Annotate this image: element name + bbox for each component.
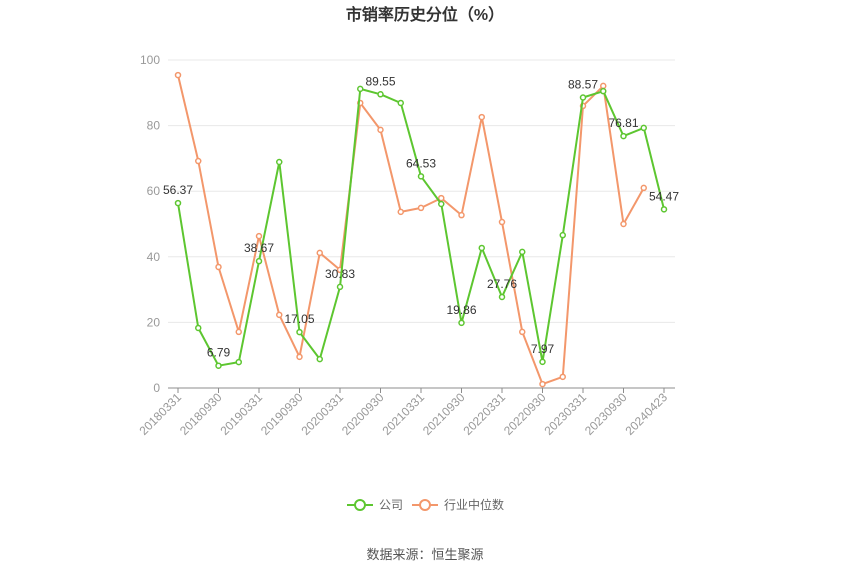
x-tick-label: 20180930 (177, 390, 225, 438)
data-point-industry-median (195, 157, 202, 165)
data-point-company (417, 173, 425, 180)
data-point-industry-median (316, 249, 323, 257)
data-point-company (458, 319, 465, 327)
x-tick-label: 20220331 (460, 390, 508, 438)
data-label: 54.47 (649, 189, 679, 203)
data-point-industry-median (478, 113, 485, 121)
data-point-company (660, 206, 668, 213)
data-label: 6.79 (207, 346, 231, 360)
data-point-company (640, 124, 647, 132)
data-point-industry-median (377, 126, 384, 134)
source-note: 数据来源：恒生聚源 (366, 547, 483, 562)
grid-lines (168, 59, 675, 323)
x-tick-label: 20190930 (258, 390, 306, 438)
x-tick-label: 20210331 (379, 390, 427, 438)
x-tick-label: 20200331 (298, 390, 346, 438)
data-point-industry-median (397, 208, 404, 216)
legend-item-company[interactable]: 公司 (347, 498, 403, 512)
data-point-company (276, 158, 283, 166)
data-point-company (600, 87, 607, 95)
y-tick-label: 20 (147, 315, 161, 329)
x-tick-label: 20220930 (501, 390, 549, 438)
data-point-industry-median (620, 220, 627, 228)
data-label: 27.76 (487, 277, 517, 291)
data-point-company (438, 200, 445, 208)
data-point-company (296, 328, 303, 336)
data-point-company (579, 94, 587, 101)
data-point-company (539, 358, 546, 366)
series-lines (174, 71, 668, 388)
y-tick-label: 60 (147, 184, 161, 198)
data-point-industry-median (255, 232, 263, 240)
data-point-company (215, 362, 222, 369)
data-point-industry-median (519, 328, 526, 336)
data-point-company (620, 132, 627, 140)
x-tick-label: 20190331 (217, 390, 265, 438)
series-line-industry-median (177, 74, 645, 386)
x-tick-label: 20240423 (622, 390, 670, 438)
data-point-company (478, 244, 485, 252)
legend-item-industry-median[interactable]: 行业中位数 (412, 497, 504, 512)
legend-swatch-marker (419, 499, 431, 511)
data-label: 64.53 (406, 156, 436, 170)
y-axis: 0 20 40 60 80 100 (140, 53, 160, 395)
legend-label-company: 公司 (379, 498, 403, 512)
data-label: 30.83 (325, 267, 355, 281)
data-label: 38.67 (244, 241, 274, 255)
data-label: 7.97 (531, 342, 555, 356)
x-tick-label: 20230930 (582, 390, 630, 438)
x-axis: 2018033120180930201903312019093020200331… (136, 387, 675, 438)
data-label: 17.05 (284, 312, 314, 326)
chart-title: 市销率历史分位（%） (346, 5, 504, 24)
data-point-industry-median (640, 184, 647, 192)
x-tick-label: 20200930 (339, 390, 387, 438)
data-label: 56.37 (163, 183, 193, 197)
data-point-industry-median (458, 211, 465, 219)
data-point-company (498, 293, 506, 301)
data-label: 89.55 (365, 74, 395, 88)
y-tick-label: 100 (140, 53, 160, 67)
data-point-industry-median (498, 218, 506, 226)
data-labels: 56.37 6.79 38.67 17.05 30.83 89.55 64.53 19.86 2… (163, 74, 679, 359)
data-point-industry-median (276, 311, 283, 319)
x-tick-label: 20230331 (541, 390, 589, 438)
y-tick-label: 80 (147, 119, 161, 133)
data-point-company (235, 358, 242, 366)
data-point-industry-median (559, 373, 566, 381)
data-point-company (195, 324, 202, 332)
data-point-industry-median (215, 263, 222, 271)
data-point-company (255, 257, 263, 265)
data-point-industry-median (235, 328, 242, 336)
data-point-industry-median (296, 353, 303, 361)
data-point-company (519, 248, 526, 256)
y-tick-label: 0 (153, 381, 160, 395)
y-tick-label: 40 (147, 250, 161, 264)
x-tick-label: 20210930 (420, 390, 468, 438)
data-point-company (397, 99, 404, 107)
data-label: 88.57 (568, 77, 598, 91)
data-point-industry-median (417, 204, 425, 212)
data-label: 19.86 (446, 303, 476, 317)
data-point-company (357, 85, 364, 93)
data-point-industry-median (438, 194, 445, 202)
data-point-industry-median (539, 380, 546, 388)
data-point-company (336, 283, 344, 291)
data-point-company (377, 91, 384, 98)
x-tick-label: 20180331 (136, 390, 184, 438)
legend-label-industry-median: 行业中位数 (444, 497, 504, 512)
data-label: 76.81 (608, 116, 638, 130)
legend-swatch-marker (354, 499, 366, 511)
series-line-company (177, 87, 665, 367)
data-point-industry-median (174, 71, 182, 79)
data-point-company (174, 199, 182, 207)
data-point-company (559, 231, 566, 239)
data-point-company (316, 355, 323, 363)
data-point-industry-median (600, 82, 607, 90)
legend: 公司 行业中位数 (347, 497, 504, 512)
